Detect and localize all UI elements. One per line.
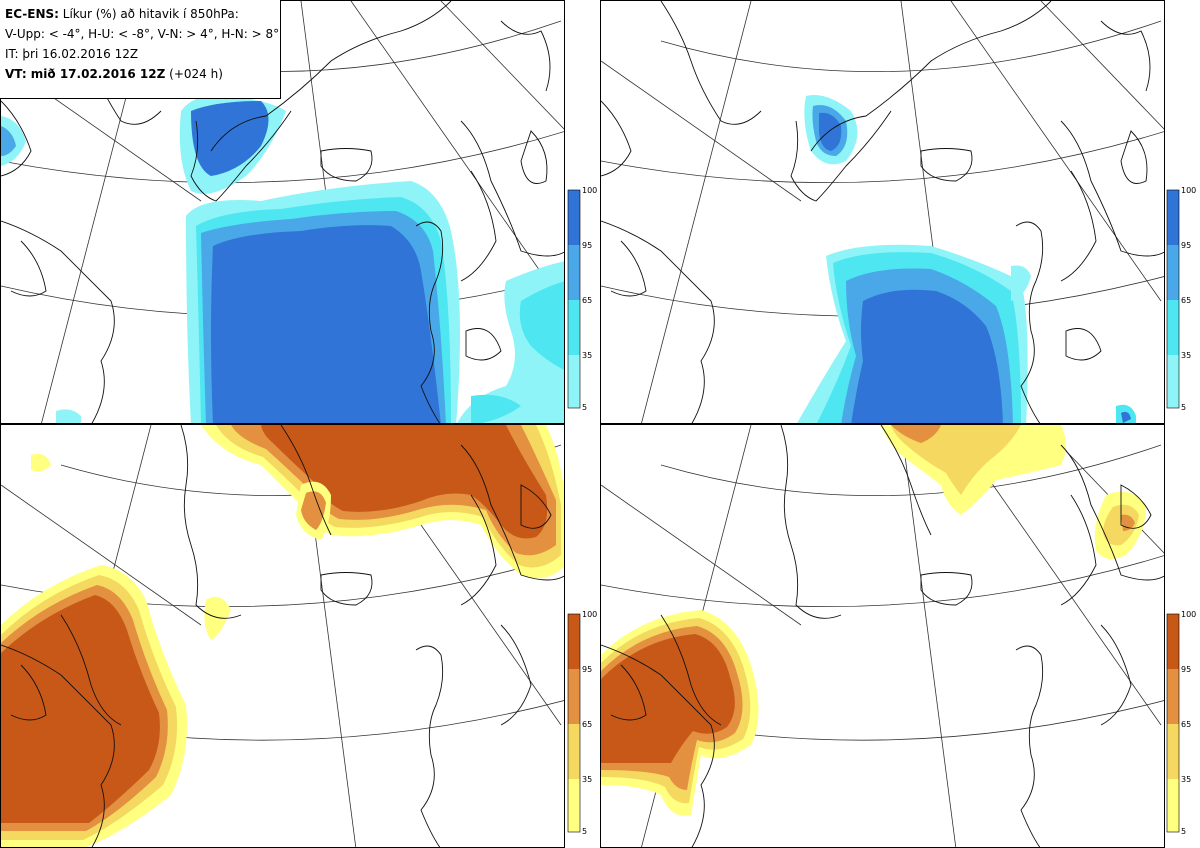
tick-35: 35 — [1181, 775, 1191, 784]
colorbar-blue-left: 100 95 65 35 5 — [566, 186, 602, 410]
tick-65: 65 — [1181, 296, 1191, 305]
colorbar-orange-left: 100 95 65 35 5 — [566, 610, 602, 834]
tick-100: 100 — [582, 610, 597, 619]
tick-100: 100 — [1181, 186, 1196, 195]
map-warm-4 — [1, 425, 564, 847]
tick-95: 95 — [1181, 241, 1191, 250]
tick-95: 95 — [1181, 665, 1191, 674]
colorbar-blue-right: 100 95 65 35 5 — [1165, 186, 1200, 410]
product-description: Líkur (%) að hitavik í 850hPa: — [62, 7, 239, 21]
tick-35: 35 — [582, 351, 592, 360]
product-line: EC-ENS: Líkur (%) að hitavik í 850hPa: — [5, 4, 280, 24]
info-box: EC-ENS: Líkur (%) að hitavik í 850hPa: V… — [0, 0, 281, 99]
map-panel-cold-4 — [0, 0, 565, 424]
map-cold-4 — [1, 1, 564, 423]
thresholds-line: V-Upp: < -4°, H-U: < -8°, V-N: > 4°, H-N… — [5, 27, 280, 41]
tick-95: 95 — [582, 241, 592, 250]
map-warm-8 — [601, 425, 1164, 847]
map-panel-cold-8 — [600, 0, 1165, 424]
map-cold-8 — [601, 1, 1164, 423]
tick-35: 35 — [582, 775, 592, 784]
map-panel-warm-8 — [600, 424, 1165, 848]
tick-65: 65 — [582, 296, 592, 305]
tick-5: 5 — [582, 827, 587, 834]
tick-35: 35 — [1181, 351, 1191, 360]
tick-65: 65 — [582, 720, 592, 729]
tick-5: 5 — [1181, 827, 1186, 834]
valid-time: VT: mið 17.02.2016 12Z — [5, 67, 166, 81]
tick-5: 5 — [1181, 403, 1186, 410]
lead-time: (+024 h) — [169, 67, 223, 81]
tick-5: 5 — [582, 403, 587, 410]
product-name: EC-ENS: — [5, 7, 59, 21]
tick-100: 100 — [1181, 610, 1196, 619]
tick-100: 100 — [582, 186, 597, 195]
map-panel-warm-4 — [0, 424, 565, 848]
tick-95: 95 — [582, 665, 592, 674]
tick-65: 65 — [1181, 720, 1191, 729]
issue-time: IT: þri 16.02.2016 12Z — [5, 47, 139, 61]
colorbar-orange-right: 100 95 65 35 5 — [1165, 610, 1200, 834]
valid-time-line: VT: mið 17.02.2016 12Z (+024 h) — [5, 64, 280, 84]
